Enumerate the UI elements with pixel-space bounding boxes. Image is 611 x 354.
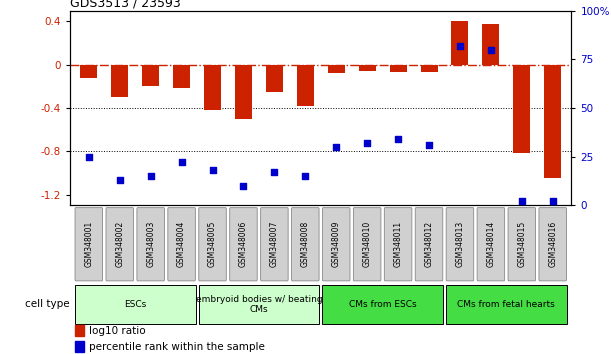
Bar: [204, 65, 221, 110]
FancyBboxPatch shape: [75, 285, 196, 324]
Text: GSM348005: GSM348005: [208, 221, 217, 268]
Bar: [75, 325, 84, 336]
Text: ESCs: ESCs: [124, 300, 147, 309]
Bar: [513, 65, 530, 153]
Bar: [235, 65, 252, 119]
FancyBboxPatch shape: [384, 208, 412, 281]
Text: GSM348013: GSM348013: [455, 221, 464, 267]
Text: GSM348001: GSM348001: [84, 221, 93, 267]
FancyBboxPatch shape: [75, 208, 103, 281]
Text: GSM348015: GSM348015: [518, 221, 526, 267]
Bar: [327, 65, 345, 73]
Point: [269, 170, 279, 175]
Text: GSM348006: GSM348006: [239, 221, 248, 268]
Point: [486, 47, 496, 52]
Bar: [544, 65, 562, 178]
Text: cell type: cell type: [25, 299, 70, 309]
Point: [115, 177, 125, 183]
Point: [362, 140, 372, 146]
Bar: [80, 65, 97, 78]
Point: [146, 173, 156, 179]
Bar: [75, 341, 84, 353]
Point: [424, 142, 434, 148]
Text: log10 ratio: log10 ratio: [89, 326, 146, 336]
Point: [238, 183, 248, 189]
Point: [177, 160, 186, 165]
Bar: [173, 65, 190, 88]
FancyBboxPatch shape: [291, 208, 319, 281]
Point: [331, 144, 341, 150]
Bar: [390, 65, 406, 72]
Point: [393, 136, 403, 142]
Text: GSM348011: GSM348011: [393, 221, 403, 267]
FancyBboxPatch shape: [168, 208, 196, 281]
Bar: [266, 65, 283, 92]
Bar: [359, 65, 376, 71]
FancyBboxPatch shape: [261, 208, 288, 281]
Text: GSM348012: GSM348012: [425, 221, 434, 267]
FancyBboxPatch shape: [508, 208, 536, 281]
FancyBboxPatch shape: [415, 208, 443, 281]
Text: embryoid bodies w/ beating
CMs: embryoid bodies w/ beating CMs: [196, 295, 322, 314]
Text: GSM348003: GSM348003: [146, 221, 155, 268]
FancyBboxPatch shape: [106, 208, 134, 281]
Point: [208, 167, 218, 173]
FancyBboxPatch shape: [137, 208, 164, 281]
FancyBboxPatch shape: [446, 285, 566, 324]
Point: [84, 154, 93, 159]
Text: percentile rank within the sample: percentile rank within the sample: [89, 342, 265, 352]
Point: [548, 199, 558, 204]
Text: GSM348007: GSM348007: [270, 221, 279, 268]
Point: [455, 43, 465, 48]
Text: GSM348010: GSM348010: [363, 221, 371, 267]
Text: CMs from fetal hearts: CMs from fetal hearts: [458, 300, 555, 309]
Bar: [420, 65, 437, 72]
FancyBboxPatch shape: [230, 208, 257, 281]
FancyBboxPatch shape: [323, 208, 350, 281]
FancyBboxPatch shape: [199, 208, 226, 281]
Bar: [111, 65, 128, 97]
Text: GDS3513 / 23593: GDS3513 / 23593: [70, 0, 181, 10]
Point: [517, 199, 527, 204]
Text: GSM348002: GSM348002: [115, 221, 124, 267]
Text: GSM348009: GSM348009: [332, 221, 341, 268]
Bar: [452, 22, 469, 65]
Text: GSM348016: GSM348016: [548, 221, 557, 267]
FancyBboxPatch shape: [446, 208, 474, 281]
FancyBboxPatch shape: [199, 285, 319, 324]
Text: GSM348014: GSM348014: [486, 221, 496, 267]
FancyBboxPatch shape: [353, 208, 381, 281]
Bar: [142, 65, 159, 86]
Point: [301, 173, 310, 179]
FancyBboxPatch shape: [323, 285, 443, 324]
FancyBboxPatch shape: [539, 208, 566, 281]
Text: GSM348008: GSM348008: [301, 221, 310, 267]
Text: CMs from ESCs: CMs from ESCs: [349, 300, 417, 309]
Text: GSM348004: GSM348004: [177, 221, 186, 268]
FancyBboxPatch shape: [477, 208, 505, 281]
Bar: [297, 65, 314, 106]
Bar: [482, 24, 499, 65]
